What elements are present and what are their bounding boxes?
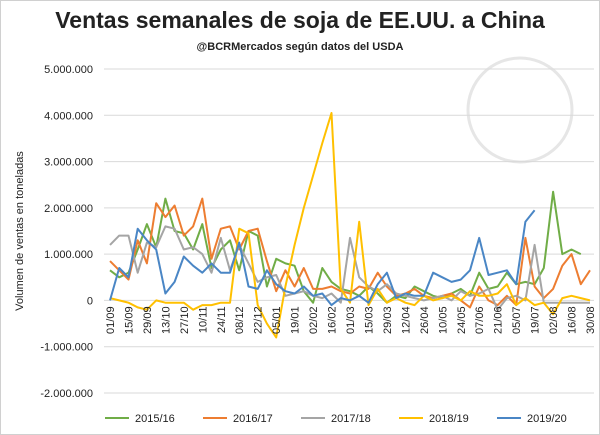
y-tick-label: -1.000.000	[40, 342, 93, 354]
x-tick-label: 15/09	[123, 306, 135, 334]
series-line	[109, 112, 591, 339]
legend-label: 2019/20	[527, 413, 567, 425]
series-line	[109, 225, 590, 311]
x-tick-label: 01/03	[345, 306, 357, 334]
x-tick-label: 01/09	[105, 306, 117, 334]
x-tick-label: 02/08	[548, 306, 560, 334]
legend-label: 2016/17	[233, 413, 273, 425]
x-tick-label: 02/02	[308, 306, 320, 334]
y-tick-label: -2.000.000	[40, 388, 93, 400]
x-tick-label: 10/05	[437, 306, 449, 334]
x-tick-label: 12/04	[400, 306, 412, 334]
x-tick-label: 13/10	[160, 306, 172, 334]
series-line	[109, 209, 536, 307]
x-tick-label: 05/07	[511, 306, 523, 334]
y-tick-label: 1.000.000	[44, 249, 93, 261]
chart-subtitle: @BCRMercados según datos del USDA	[197, 41, 404, 53]
x-tick-label: 26/04	[419, 306, 431, 334]
x-tick-label: 22/12	[253, 306, 265, 334]
x-tick-label: 08/12	[234, 306, 246, 334]
x-tick-label: 29/09	[142, 306, 154, 334]
series-line	[109, 190, 582, 304]
y-tick-label: 4.000.000	[44, 110, 93, 122]
series-line	[109, 197, 591, 309]
y-tick-label: 5.000.000	[44, 64, 93, 76]
x-tick-label: 19/07	[530, 306, 542, 334]
y-tick-label: 2.000.000	[44, 203, 93, 215]
x-tick-label: 16/02	[327, 306, 339, 334]
x-tick-label: 24/05	[456, 306, 468, 334]
legend: 2015/16 2016/17 2017/18 2018/19 2019/20	[105, 413, 567, 425]
x-tick-label: 16/08	[567, 306, 579, 334]
legend-label: 2015/16	[135, 413, 175, 425]
x-tick-label: 29/03	[382, 306, 394, 334]
x-tick-label: 15/03	[363, 306, 375, 334]
y-tick-label: 3.000.000	[44, 157, 93, 169]
y-axis-label: Volumen de ventas en toneladas	[14, 151, 26, 311]
x-tick-label: 07/06	[474, 306, 486, 334]
x-tick-label: 05/01	[271, 306, 283, 334]
x-tick-label: 30/08	[585, 306, 597, 334]
x-tick-label: 21/06	[493, 306, 505, 334]
x-tick-label: 24/11	[216, 306, 228, 333]
chart-title: Ventas semanales de soja de EE.UU. a Chi…	[55, 7, 545, 33]
x-tick-label: 10/11	[197, 306, 209, 333]
labels: -2.000.000 -1.000.000 0 1.000.000 2.000.000 3…	[40, 64, 597, 400]
legend-label: 2017/18	[331, 413, 371, 425]
legend-label: 2018/19	[429, 413, 469, 425]
lines	[109, 112, 591, 339]
x-tick-label: 19/01	[290, 306, 302, 334]
x-tick-label: 27/10	[179, 306, 191, 334]
y-tick-label: 0	[87, 295, 93, 307]
